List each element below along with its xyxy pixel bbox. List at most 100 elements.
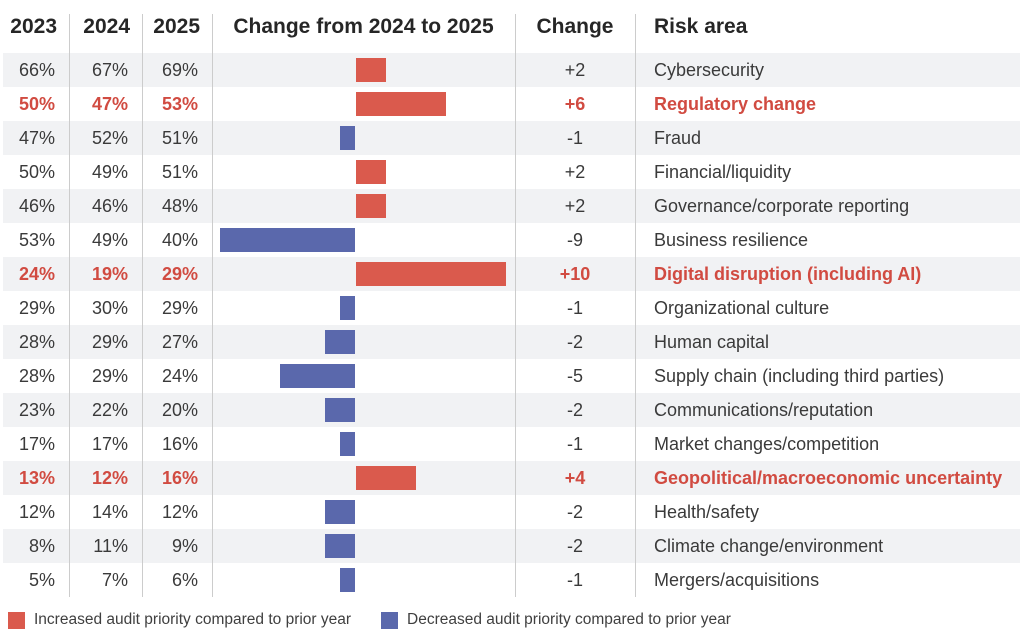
risk-area-cell: Organizational culture [654,298,830,318]
table-row: 50% 49% 51% +2 Financial/liquidity [3,155,1020,189]
table-row: 5% 7% 6% -1 Mergers/acquisitions [3,563,1020,597]
change-bar-cell [212,563,515,597]
change-bar-cell [212,189,515,223]
table-header-row: 2023 2024 2025 Change from 2024 to 2025 … [3,0,1020,53]
header-change-chart: Change from 2024 to 2025 [233,15,494,38]
pct-2025-cell: 27% [161,332,198,352]
pct-2025-cell: 51% [161,162,198,182]
header-risk-area: Risk area [654,15,748,38]
table-row: 47% 52% 51% -1 Fraud [3,121,1020,155]
pct-2024-cell: 7% [101,570,128,590]
table-row: 13% 12% 16% +4 Geopolitical/macroeconomic un… [3,461,1020,495]
header-change: Change [536,15,614,38]
change-value-cell: -1 [566,570,583,590]
column-divider [635,14,636,597]
change-bar-cell [212,495,515,529]
change-bar [356,160,386,184]
change-value-cell: -2 [566,536,583,556]
pct-2025-cell: 24% [161,366,198,386]
table-row: 12% 14% 12% -2 Health/safety [3,495,1020,529]
change-bar-cell [212,359,515,393]
change-value-cell: +2 [564,60,586,80]
pct-2023-cell: 50% [18,162,55,182]
pct-2025-cell: 53% [161,94,198,114]
change-bar [356,194,386,218]
header-2025: 2025 [153,15,200,38]
risk-area-cell: Cybersecurity [654,60,765,80]
change-bar [356,262,506,286]
pct-2025-cell: 40% [161,230,198,250]
pct-2023-cell: 12% [18,502,55,522]
change-value-cell: -2 [566,400,583,420]
pct-2025-cell: 6% [171,570,198,590]
change-bar-cell [212,427,515,461]
change-value-cell: +2 [564,196,586,216]
column-divider [142,14,143,597]
pct-2025-cell: 16% [161,434,198,454]
header-2024: 2024 [83,15,130,38]
change-value-cell: +4 [564,468,586,488]
pct-2023-cell: 24% [18,264,55,284]
column-divider [515,14,516,597]
pct-2024-cell: 29% [91,366,128,386]
risk-area-cell: Business resilience [654,230,809,250]
table-row: 24% 19% 29% +10 Digital disruption (includin… [3,257,1020,291]
change-value-cell: -9 [566,230,583,250]
pct-2025-cell: 20% [161,400,198,420]
risk-area-cell: Climate change/environment [654,536,884,556]
change-value-cell: -1 [566,298,583,318]
change-bar [325,500,355,524]
pct-2023-cell: 5% [28,570,55,590]
pct-2024-cell: 49% [91,162,128,182]
change-value-cell: -2 [566,332,583,352]
table-row: 66% 67% 69% +2 Cybersecurity [3,53,1020,87]
table-row: 28% 29% 24% -5 Supply chain (including third… [3,359,1020,393]
table-row: 17% 17% 16% -1 Market changes/competition [3,427,1020,461]
pct-2025-cell: 29% [161,264,198,284]
change-bar [340,568,355,592]
pct-2024-cell: 22% [91,400,128,420]
change-bar [340,126,355,150]
change-bar [340,296,355,320]
risk-area-cell: Communications/reputation [654,400,874,420]
change-bar-cell [212,461,515,495]
pct-2023-cell: 13% [18,468,55,488]
change-bar-cell [212,291,515,325]
change-bar-cell [212,393,515,427]
pct-2024-cell: 29% [91,332,128,352]
pct-2023-cell: 50% [18,94,55,114]
change-bar-cell [212,87,515,121]
risk-area-cell: Governance/corporate reporting [654,196,910,216]
table-row: 8% 11% 9% -2 Climate change/environment [3,529,1020,563]
change-value-cell: +6 [564,94,586,114]
table-row: 28% 29% 27% -2 Human capital [3,325,1020,359]
risk-area-cell: Supply chain (including third parties) [654,366,945,386]
decrease-swatch-icon [381,611,398,629]
pct-2025-cell: 9% [171,536,198,556]
pct-2023-cell: 8% [28,536,55,556]
risk-area-cell: Financial/liquidity [654,162,792,182]
risk-area-cell: Digital disruption (including AI) [654,264,922,284]
risk-area-cell: Mergers/acquisitions [654,570,820,590]
change-value-cell: -1 [566,128,583,148]
pct-2023-cell: 17% [18,434,55,454]
pct-2023-cell: 23% [18,400,55,420]
pct-2025-cell: 69% [161,60,198,80]
pct-2024-cell: 14% [91,502,128,522]
change-bar-cell [212,257,515,291]
pct-2025-cell: 48% [161,196,198,216]
pct-2024-cell: 47% [91,94,128,114]
change-bar [356,58,386,82]
pct-2024-cell: 67% [91,60,128,80]
change-bar [325,330,355,354]
change-bar [356,466,416,490]
legend-increase: Increased audit priority compared to pri… [8,609,351,631]
change-bar-cell [212,325,515,359]
risk-area-cell: Market changes/competition [654,434,880,454]
risk-area-cell: Geopolitical/macroeconomic uncertainty [654,468,1003,488]
pct-2023-cell: 28% [18,332,55,352]
change-bar-cell [212,53,515,87]
change-bar [356,92,446,116]
increase-swatch-icon [8,611,25,629]
